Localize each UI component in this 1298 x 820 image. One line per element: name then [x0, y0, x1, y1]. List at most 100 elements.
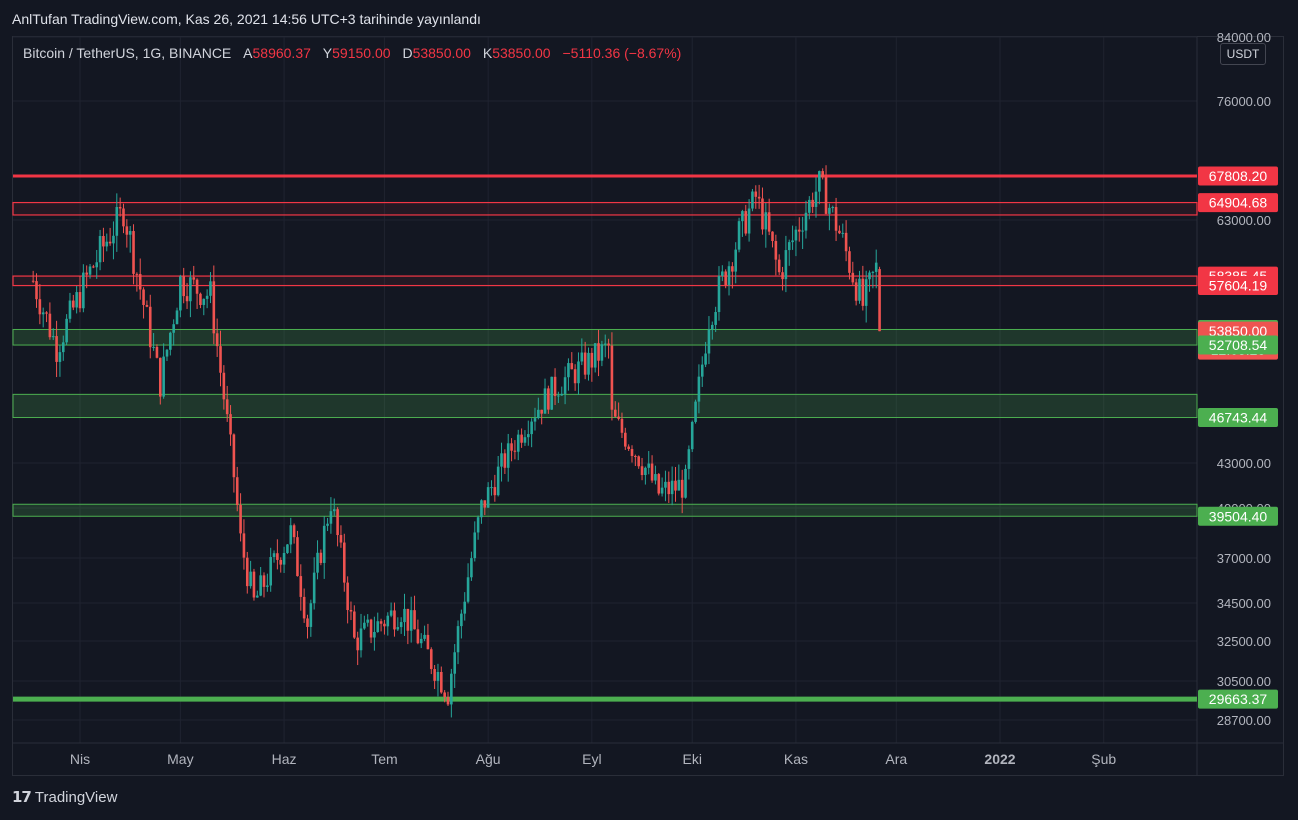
candle-body: [369, 619, 373, 638]
candle-body: [603, 343, 607, 345]
resistance-zone: [12, 201, 1198, 216]
candle-body: [433, 669, 436, 681]
candle-body: [185, 296, 189, 302]
candle-body: [530, 421, 533, 435]
candle-body: [597, 343, 600, 361]
candle-body: [824, 177, 828, 214]
candle-body: [717, 275, 721, 313]
candle-body: [102, 236, 105, 247]
candle-body: [650, 463, 654, 481]
candle-body: [145, 304, 149, 307]
y-tick-label: 28700.00: [1217, 713, 1271, 728]
candle-body: [403, 608, 406, 623]
candle-body: [861, 278, 865, 306]
candle-body: [831, 207, 835, 209]
candle-body: [794, 229, 798, 241]
candle-body: [818, 171, 821, 192]
candle-body: [292, 525, 296, 538]
candle-body: [684, 468, 687, 498]
candle-body: [868, 272, 871, 280]
candle-body: [209, 281, 212, 296]
candle-body: [674, 480, 677, 491]
candle-body: [92, 266, 95, 268]
candle-body: [376, 621, 380, 632]
x-tick-label: Ara: [885, 751, 907, 767]
candle-body: [152, 346, 155, 348]
candle-body: [721, 271, 724, 276]
x-tick-label: May: [167, 751, 193, 767]
candle-body: [396, 627, 400, 630]
y-tick-label: 32500.00: [1217, 634, 1271, 649]
y-tick-label: 43000.00: [1217, 456, 1271, 471]
candle-body: [229, 414, 232, 435]
candle-body: [797, 229, 801, 232]
candle-body: [687, 449, 691, 469]
candle-body: [175, 310, 179, 325]
candle-body: [329, 511, 333, 524]
candle-body: [500, 453, 503, 467]
candle-body: [630, 448, 634, 456]
candle-body: [122, 208, 125, 227]
candle-body: [557, 395, 560, 397]
candle-body: [112, 235, 115, 244]
publisher-bar: AnlTufan TradingView.com, Kas 26, 2021 1…: [0, 0, 1298, 36]
open-key: A: [243, 45, 253, 61]
candle-body: [386, 615, 390, 627]
candle-body: [757, 196, 761, 199]
candle-body: [844, 232, 848, 252]
high-key: Y: [322, 45, 333, 61]
candle-body: [252, 571, 256, 598]
candle-body: [182, 276, 186, 297]
candle-body: [269, 557, 272, 586]
candle-body: [510, 443, 513, 451]
candle-body: [312, 572, 316, 604]
candle-body: [667, 481, 671, 495]
candle-body: [416, 629, 420, 644]
y-tick-label: 30500.00: [1217, 674, 1271, 689]
candle-body: [784, 250, 788, 280]
candle-body: [670, 480, 674, 495]
high-value: 59150.00: [332, 45, 391, 61]
candle-body: [787, 242, 791, 251]
currency-unit-badge[interactable]: USDT: [1220, 43, 1266, 65]
candle-body: [322, 525, 326, 563]
candle-body: [61, 342, 65, 353]
x-tick-label: Nis: [70, 751, 90, 767]
low-value: 53850.00: [412, 45, 471, 61]
candle-body: [874, 262, 878, 272]
price-label-text: 67808.20: [1209, 168, 1268, 184]
candle-body: [727, 266, 731, 286]
candle-body: [446, 697, 450, 705]
candle-body: [316, 552, 319, 573]
price-label-text: 46743.44: [1209, 410, 1268, 426]
tradingview-logo-icon: 𝟭𝟳: [12, 789, 32, 806]
candle-body: [259, 575, 262, 596]
price-label-text: 64904.68: [1209, 195, 1268, 211]
candle-body: [440, 671, 443, 693]
candle-body: [272, 553, 276, 558]
candle-body: [35, 281, 38, 300]
symbol-label[interactable]: Bitcoin / TetherUS, 1G, BINANCE: [23, 45, 232, 61]
candle-body: [854, 282, 858, 301]
publisher-line: AnlTufan TradingView.com, Kas 26, 2021 1…: [12, 11, 481, 27]
candle-body: [45, 312, 48, 314]
support-zone: [12, 393, 1198, 419]
candle-body: [540, 409, 543, 414]
candle-body: [624, 432, 627, 447]
candle-body: [232, 434, 236, 478]
candle-body: [848, 251, 851, 273]
candle-body: [450, 673, 453, 705]
candle-body: [828, 207, 831, 214]
candle-body: [493, 487, 497, 496]
candle-body: [496, 466, 500, 496]
candle-body: [808, 199, 811, 213]
candle-body: [480, 500, 483, 518]
candle-body: [577, 361, 580, 384]
candle-body: [453, 652, 456, 674]
candle-body: [777, 259, 781, 273]
candle-body: [694, 401, 697, 422]
candle-body: [754, 191, 758, 197]
time-axis: Nis May Haz Tem Ağu Eyl Eki Kas Ara 2022 Şub: [70, 751, 1116, 767]
x-tick-label: Ağu: [476, 751, 501, 767]
